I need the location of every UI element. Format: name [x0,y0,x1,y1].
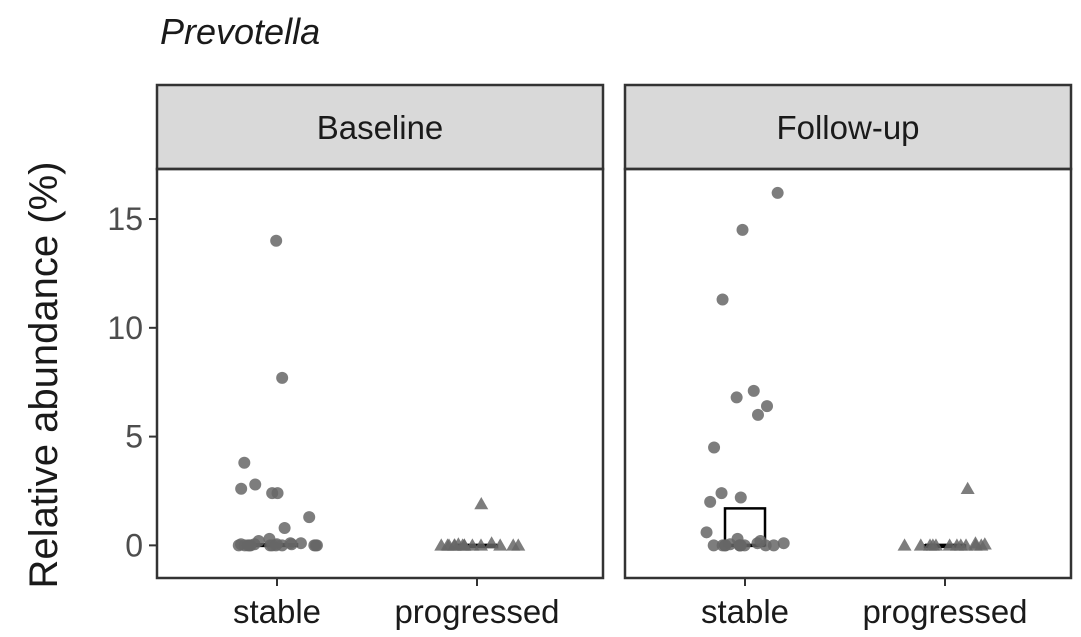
y-tick-label: 15 [107,201,143,237]
data-point [271,487,284,500]
x-tick-label: stable [233,593,321,630]
data-point [734,491,747,504]
data-point [278,521,291,534]
data-point [719,539,732,552]
data-point [751,408,764,421]
data-point [736,223,749,236]
data-point [704,495,717,508]
data-point [264,539,277,552]
data-point [777,537,790,550]
data-point [249,478,262,491]
data-point [434,538,449,551]
strip-label: Follow-up [776,109,919,146]
data-point [244,539,257,552]
data-point [968,538,983,551]
data-point [473,538,488,551]
data-point [484,536,499,549]
strip-background [155,83,605,171]
data-point [457,538,472,551]
data-point [733,539,746,552]
data-point [447,538,462,551]
series-stable [700,186,790,552]
data-point [928,538,943,551]
data-point [942,538,957,551]
panel-follow-up: Follow-up stable progressed [623,83,1073,630]
data-point [913,538,928,551]
x-tick-label: stable [701,593,789,630]
panel-baseline: Baseline stable progressed [155,83,605,630]
y-tick-label: 10 [107,310,143,346]
data-point [474,497,489,510]
data-point [747,384,760,397]
data-point [761,400,774,413]
data-point [276,371,289,384]
data-point [730,391,743,404]
data-point [953,538,968,551]
y-tick-label: 5 [125,419,143,455]
series-progressed [897,481,992,551]
x-tick-label: progressed [862,593,1027,630]
panel-background [157,169,603,578]
data-point [897,538,912,551]
data-point [270,234,283,247]
y-axis-label: Relative abundance (%) [22,162,66,589]
data-point [493,538,508,551]
data-point [285,538,298,551]
facet-panels: Baseline stable progressed Follow-up stable p… [155,83,1073,630]
data-point [716,293,729,306]
data-point [960,481,975,495]
data-point [707,539,720,552]
data-point [506,538,521,551]
data-point [235,482,248,495]
strip-label: Baseline [317,109,444,146]
data-point [708,441,721,454]
data-point [309,539,322,552]
data-point [294,537,307,550]
series-progressed [434,497,526,551]
chart-title: Prevotella [160,11,320,52]
data-point [700,526,713,539]
series-stable [232,234,323,552]
x-tick-label: progressed [394,593,559,630]
panel-background [625,169,1071,578]
data-point [238,456,251,469]
data-point [759,539,772,552]
data-point [771,186,784,199]
data-point [715,487,728,500]
panel-border [623,167,1073,580]
y-tick-label: 0 [125,527,143,563]
strip-background [623,83,1073,171]
data-point [303,511,316,524]
y-axis: 0 5 10 15 [107,201,157,563]
panel-border [155,167,605,580]
